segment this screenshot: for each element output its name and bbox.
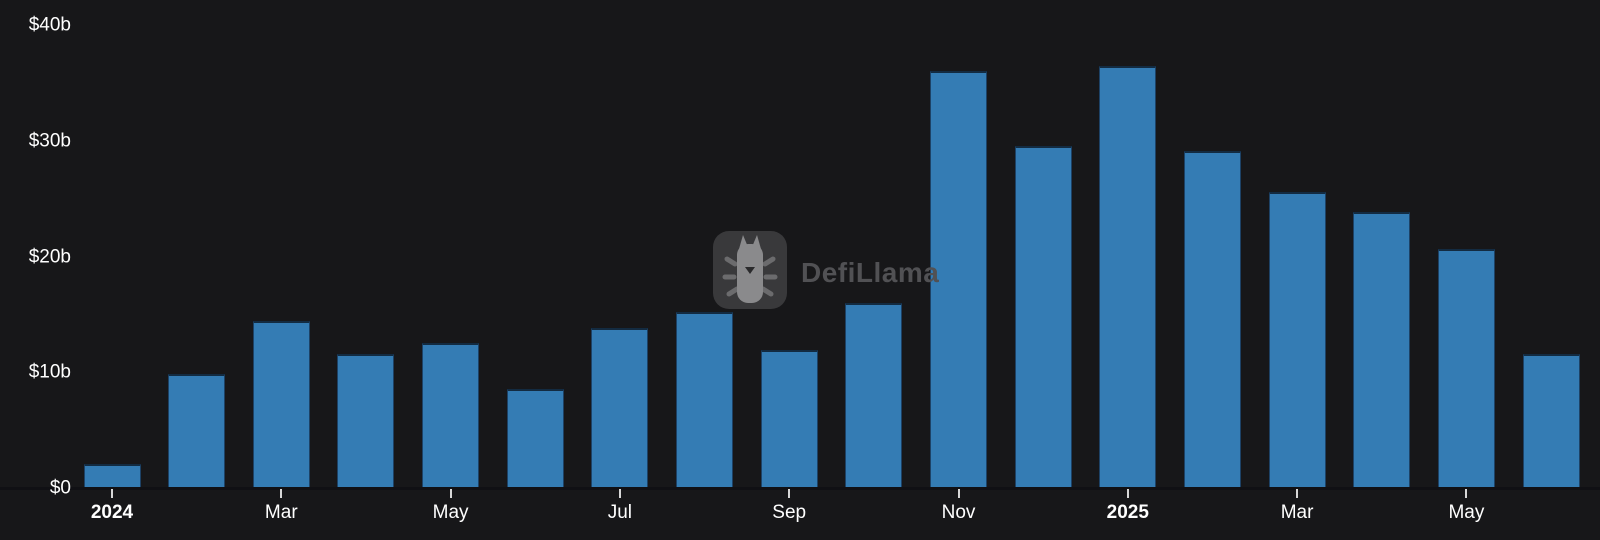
bar[interactable]	[506, 388, 564, 487]
x-axis-line	[0, 487, 1600, 490]
x-axis-tick	[449, 489, 452, 498]
x-axis-tick	[618, 489, 621, 498]
bar[interactable]	[1268, 191, 1326, 487]
bar[interactable]	[845, 302, 903, 487]
x-axis-tick	[1465, 489, 1468, 498]
bar[interactable]	[676, 312, 734, 487]
x-axis-label: Sep	[772, 502, 807, 523]
x-axis-label: Mar	[1280, 502, 1314, 523]
bar[interactable]	[591, 328, 649, 487]
x-axis-tick	[788, 489, 791, 498]
bar[interactable]	[760, 350, 818, 487]
x-axis-label: Mar	[264, 502, 298, 523]
bar[interactable]	[1099, 65, 1157, 487]
y-axis-label: $20b	[28, 246, 71, 267]
bar[interactable]	[1437, 248, 1495, 487]
x-axis-label: May	[1448, 502, 1485, 523]
y-axis-label: $10b	[28, 361, 71, 383]
bar[interactable]	[1014, 145, 1072, 487]
x-axis-label: 2025	[1106, 502, 1149, 523]
x-axis-tick	[1126, 489, 1129, 498]
x-axis-tick	[111, 489, 113, 498]
x-axis-tick	[280, 489, 283, 498]
bar[interactable]	[1183, 151, 1241, 487]
y-axis-label: $0	[49, 477, 71, 499]
bar[interactable]	[168, 373, 226, 487]
y-axis-label: $40b	[28, 14, 71, 36]
x-axis-tick	[957, 489, 960, 498]
x-axis-label: Jul	[607, 502, 633, 523]
bar[interactable]	[422, 343, 480, 487]
x-axis-label: May	[432, 502, 469, 523]
bar[interactable]	[252, 321, 310, 487]
bar[interactable]	[337, 353, 395, 487]
bar[interactable]	[930, 71, 987, 487]
x-axis-tick	[1296, 489, 1299, 498]
y-axis-label: $30b	[28, 130, 71, 152]
bar[interactable]	[83, 463, 141, 487]
bar[interactable]	[1522, 353, 1580, 487]
x-axis-label: Nov	[941, 502, 976, 523]
x-axis-label: 2024	[90, 502, 134, 523]
bar[interactable]	[1353, 211, 1411, 487]
